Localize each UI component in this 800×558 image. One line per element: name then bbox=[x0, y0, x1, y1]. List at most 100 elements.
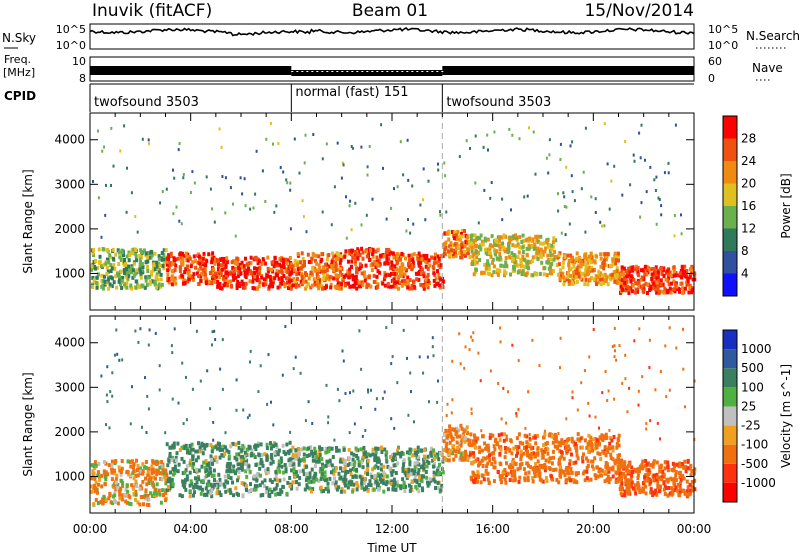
data-cell bbox=[518, 432, 521, 436]
data-cell bbox=[117, 501, 120, 505]
data-cell bbox=[585, 127, 587, 130]
data-cell bbox=[216, 259, 219, 263]
data-cell bbox=[584, 253, 587, 257]
data-cell bbox=[674, 234, 676, 237]
data-cell bbox=[199, 279, 202, 283]
data-cell bbox=[522, 250, 525, 254]
colorbar-swatch bbox=[723, 184, 737, 207]
data-cell bbox=[253, 266, 256, 270]
data-cell bbox=[623, 460, 626, 464]
data-cell bbox=[463, 367, 465, 370]
data-cell bbox=[656, 483, 659, 487]
data-cell bbox=[365, 264, 368, 268]
data-cell bbox=[214, 272, 217, 276]
data-cell bbox=[499, 247, 502, 251]
data-cell bbox=[460, 456, 463, 460]
data-cell bbox=[324, 263, 327, 267]
data-cell bbox=[299, 172, 301, 175]
data-cell bbox=[250, 256, 253, 260]
data-cell bbox=[660, 370, 662, 373]
data-cell bbox=[310, 271, 313, 275]
data-cell bbox=[126, 490, 129, 494]
data-cell bbox=[511, 243, 514, 247]
data-cell bbox=[530, 446, 533, 450]
data-cell bbox=[633, 154, 635, 157]
data-cell bbox=[158, 257, 161, 261]
data-cell bbox=[506, 447, 509, 451]
data-cell bbox=[273, 211, 275, 214]
data-cell bbox=[264, 478, 267, 482]
data-cell bbox=[124, 500, 127, 504]
data-cell bbox=[335, 466, 338, 470]
y-tick-label: 4000 bbox=[54, 336, 85, 350]
data-cell bbox=[439, 210, 441, 213]
data-cell bbox=[487, 449, 490, 453]
data-cell bbox=[618, 434, 621, 438]
data-cell bbox=[688, 492, 691, 496]
data-cell bbox=[284, 452, 287, 456]
data-cell bbox=[151, 460, 154, 464]
data-cell bbox=[563, 195, 565, 198]
data-cell bbox=[452, 458, 455, 462]
data-cell bbox=[572, 271, 575, 275]
data-cell bbox=[107, 287, 110, 291]
data-cell bbox=[464, 244, 467, 248]
y-tick-label: 3000 bbox=[54, 177, 85, 191]
data-cell bbox=[427, 267, 430, 271]
data-cell bbox=[159, 388, 161, 391]
data-cell bbox=[409, 372, 411, 375]
data-cell bbox=[460, 362, 462, 365]
data-cell bbox=[159, 364, 161, 367]
data-cell bbox=[655, 189, 657, 192]
data-cell bbox=[659, 437, 661, 440]
data-cell bbox=[670, 486, 673, 490]
data-cell bbox=[100, 474, 103, 478]
data-cell bbox=[209, 443, 212, 447]
data-cell bbox=[150, 270, 153, 274]
data-cell bbox=[97, 483, 100, 487]
data-cell bbox=[231, 481, 234, 485]
data-cell bbox=[405, 230, 407, 233]
data-cell bbox=[444, 457, 447, 461]
data-cell bbox=[600, 474, 603, 478]
colorbar-tick-label: 4 bbox=[741, 267, 749, 281]
station-title: Inuvik (fitACF) bbox=[92, 1, 212, 21]
data-cell bbox=[508, 255, 511, 259]
data-cell bbox=[144, 490, 147, 494]
data-cell bbox=[165, 248, 168, 252]
data-cell bbox=[612, 345, 614, 348]
data-cell bbox=[170, 252, 173, 256]
data-cell bbox=[333, 476, 336, 480]
data-cell bbox=[650, 267, 653, 271]
data-cell bbox=[213, 262, 216, 266]
data-cell bbox=[407, 468, 410, 472]
data-cell bbox=[690, 469, 693, 473]
data-cell bbox=[584, 369, 586, 372]
data-cell bbox=[569, 478, 572, 482]
data-cell bbox=[270, 462, 273, 466]
data-cell bbox=[595, 255, 598, 259]
data-cell bbox=[393, 464, 396, 468]
data-cell bbox=[523, 476, 526, 480]
nave-dot bbox=[351, 71, 353, 72]
data-cell bbox=[284, 325, 286, 328]
data-cell bbox=[128, 502, 131, 506]
data-cell bbox=[168, 477, 171, 481]
data-cell bbox=[301, 275, 304, 279]
data-cell bbox=[115, 329, 117, 332]
data-cell bbox=[209, 407, 211, 410]
data-cell bbox=[127, 459, 130, 463]
data-cell bbox=[249, 482, 252, 486]
data-cell bbox=[578, 275, 581, 279]
data-cell bbox=[653, 267, 656, 271]
data-cell bbox=[260, 442, 263, 446]
data-cell bbox=[639, 216, 641, 219]
colorbar-tick-label: 24 bbox=[741, 154, 756, 168]
data-cell bbox=[565, 479, 568, 483]
data-cell bbox=[183, 460, 186, 464]
data-cell bbox=[499, 235, 502, 239]
data-cell bbox=[137, 231, 139, 234]
data-cell bbox=[363, 481, 366, 485]
data-cell bbox=[562, 191, 564, 194]
data-cell bbox=[282, 171, 284, 174]
